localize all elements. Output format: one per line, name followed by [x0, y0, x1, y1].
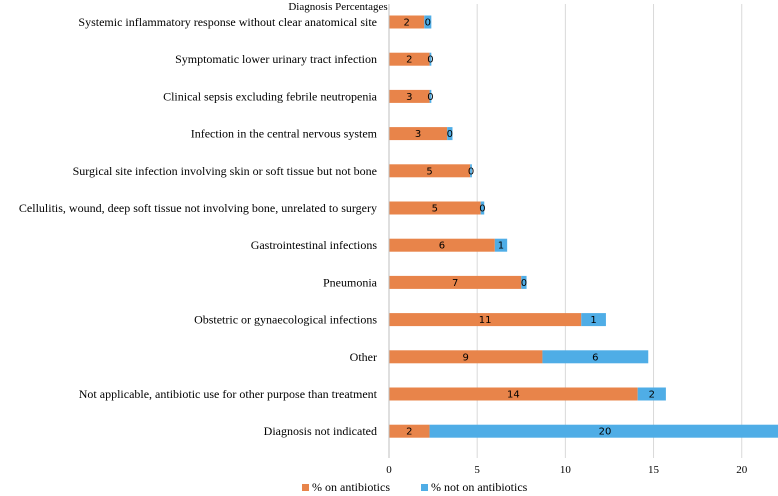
data-label-not-on-antibiotics-1: 0: [427, 55, 433, 66]
data-label-not-on-antibiotics-5: 0: [479, 204, 485, 215]
bar-on-antibiotics-0: [389, 15, 425, 29]
data-label-not-on-antibiotics-2: 0: [427, 92, 433, 103]
x-tick-label: 5: [474, 464, 480, 476]
data-label-not-on-antibiotics-10: 2: [649, 390, 655, 401]
data-label-not-on-antibiotics-11: 20: [599, 427, 612, 438]
data-label-on-antibiotics-8: 11: [479, 315, 492, 326]
data-label-not-on-antibiotics-6: 1: [498, 241, 504, 252]
grid-layer: [476, 4, 743, 458]
category-label-infection-in-the-central-nervous-system: Infection in the central nervous system: [191, 127, 378, 141]
legend-label-not-on-antibiotics: % not on antibiotics: [431, 480, 528, 494]
x-tick-label: 15: [648, 464, 660, 476]
data-label-not-on-antibiotics-9: 6: [592, 352, 598, 363]
data-label-not-on-antibiotics-3: 0: [447, 129, 453, 140]
bar-on-antibiotics-2: [389, 89, 430, 103]
bar-on-antibiotics-10: [389, 387, 638, 401]
bar-on-antibiotics-1: [389, 52, 430, 66]
bar-not-on-antibiotics-7: [521, 275, 527, 289]
data-label-not-on-antibiotics-8: 1: [590, 315, 596, 326]
category-label-surgical-site-infection-involving-skin-o: Surgical site infection involving skin o…: [73, 164, 377, 178]
category-label-symptomatic-lower-urinary-tract-infectio: Symptomatic lower urinary tract infectio…: [175, 52, 377, 66]
category-label-gastrointestinal-infections: Gastrointestinal infections: [251, 238, 378, 252]
bar-not-on-antibiotics-8: [581, 313, 606, 327]
data-label-on-antibiotics-9: 9: [463, 352, 469, 363]
x-tick-label: 0: [386, 464, 392, 476]
data-label-on-antibiotics-4: 5: [426, 166, 432, 177]
chart-title: Diagnosis Percentages: [288, 1, 387, 13]
bar-on-antibiotics-6: [389, 238, 495, 252]
legend-swatch-not-on-antibiotics: [421, 484, 428, 491]
bar-not-on-antibiotics-4: [470, 164, 472, 178]
data-label-on-antibiotics-2: 3: [406, 92, 412, 103]
bar-on-antibiotics-8: [389, 313, 582, 327]
bar-not-on-antibiotics-2: [429, 89, 432, 103]
bar-on-antibiotics-3: [389, 127, 448, 141]
bar-not-on-antibiotics-5: [480, 201, 485, 215]
bar-not-on-antibiotics-6: [494, 238, 508, 252]
data-label-not-on-antibiotics-7: 0: [521, 278, 527, 289]
bar-layer: [389, 15, 778, 438]
data-label-on-antibiotics-0: 2: [403, 18, 409, 29]
data-label-on-antibiotics-7: 7: [452, 278, 458, 289]
bar-not-on-antibiotics-11: [429, 424, 778, 438]
bar-on-antibiotics-4: [389, 164, 471, 178]
legend-label-on-antibiotics: % on antibiotics: [312, 480, 390, 494]
category-label-pneumonia: Pneumonia: [323, 275, 378, 289]
bar-not-on-antibiotics-0: [424, 15, 432, 29]
category-label-systemic-inflammatory-response-without-c: Systemic inflammatory response without c…: [78, 15, 377, 29]
label-layer: 2 02 03 03 05 05 06 17 011 19 614 22 20: [403, 18, 655, 438]
data-label-not-on-antibiotics-4: 0: [468, 166, 474, 177]
bar-on-antibiotics-7: [389, 275, 522, 289]
legend: % on antibiotics % not on antibiotics: [302, 480, 528, 494]
category-label-other: Other: [350, 350, 377, 364]
bar-not-on-antibiotics-9: [542, 350, 649, 364]
bar-not-on-antibiotics-1: [429, 52, 432, 66]
x-tick-label: 10: [560, 464, 572, 476]
data-label-on-antibiotics-5: 5: [432, 204, 438, 215]
category-label-diagnosis-not-indicated: Diagnosis not indicated: [264, 424, 377, 438]
bar-on-antibiotics-5: [389, 201, 481, 215]
data-label-not-on-antibiotics-0: 0: [425, 18, 431, 29]
data-label-on-antibiotics-3: 3: [415, 129, 421, 140]
x-tick-label: 20: [736, 464, 748, 476]
category-label-not-applicable-antibiotic-use-for-other-: Not applicable, antibiotic use for other…: [79, 387, 378, 401]
bar-not-on-antibiotics-3: [447, 127, 453, 141]
data-label-on-antibiotics-6: 6: [439, 241, 445, 252]
category-label-obstetric-or-gynaecological-infections: Obstetric or gynaecological infections: [194, 313, 377, 327]
category-label-clinical-sepsis-excluding-febrile-neutro: Clinical sepsis excluding febrile neutro…: [163, 89, 378, 103]
data-label-on-antibiotics-1: 2: [406, 55, 412, 66]
bar-on-antibiotics-9: [389, 350, 543, 364]
bar-not-on-antibiotics-10: [637, 387, 666, 401]
legend-swatch-on-antibiotics: [302, 484, 309, 491]
data-label-on-antibiotics-10: 14: [507, 390, 520, 401]
bar-on-antibiotics-11: [389, 424, 430, 438]
category-label-cellulitis-wound-deep-soft-tissue-not-in: Cellulitis, wound, deep soft tissue not …: [19, 201, 377, 215]
data-label-on-antibiotics-11: 2: [406, 427, 412, 438]
